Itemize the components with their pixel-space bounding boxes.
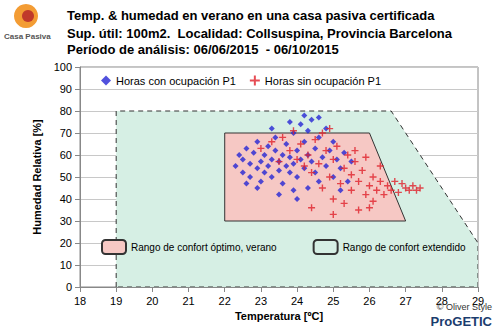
svg-text:70: 70 <box>60 127 72 139</box>
svg-text:Rango de confort extendido: Rango de confort extendido <box>343 242 466 253</box>
svg-text:80: 80 <box>60 105 72 117</box>
svg-text:22: 22 <box>219 295 231 307</box>
svg-text:0: 0 <box>66 281 72 293</box>
svg-text:10: 10 <box>60 259 72 271</box>
svg-text:28: 28 <box>436 295 448 307</box>
svg-text:24: 24 <box>291 295 303 307</box>
svg-text:20: 20 <box>60 237 72 249</box>
svg-text:Casa Pasiva: Casa Pasiva <box>4 32 51 41</box>
svg-text:29: 29 <box>472 295 484 307</box>
svg-text:Rango de confort óptimo, veran: Rango de confort óptimo, verano <box>131 242 277 253</box>
svg-text:Horas sin ocupación P1: Horas sin ocupación P1 <box>265 75 381 87</box>
svg-text:26: 26 <box>363 295 375 307</box>
svg-text:Horas con ocupación P1: Horas con ocupación P1 <box>116 75 236 87</box>
svg-text:30: 30 <box>60 215 72 227</box>
svg-text:25: 25 <box>327 295 339 307</box>
svg-text:27: 27 <box>400 295 412 307</box>
svg-text:ProGETIC: ProGETIC <box>431 314 493 329</box>
svg-text:20: 20 <box>146 295 158 307</box>
svg-text:40: 40 <box>60 193 72 205</box>
svg-text:60: 60 <box>60 149 72 161</box>
svg-text:Humedad Relativa [%]: Humedad Relativa [%] <box>31 119 43 235</box>
svg-text:Período de análisis: 06/06/201: Período de análisis: 06/06/2015 - 06/10/… <box>67 42 339 57</box>
svg-text:21: 21 <box>182 295 194 307</box>
svg-text:90: 90 <box>60 83 72 95</box>
svg-text:19: 19 <box>110 295 122 307</box>
svg-text:Temperatura [ºC]: Temperatura [ºC] <box>235 310 323 322</box>
svg-text:50: 50 <box>60 171 72 183</box>
svg-text:Temp. & humedad en verano en u: Temp. & humedad en verano en una casa pa… <box>67 8 435 23</box>
svg-text:© Oliver Style: © Oliver Style <box>436 301 492 312</box>
svg-text:Sup. útil: 100m2. Localidad:: Sup. útil: 100m2. Localidad: Collsuspina… <box>67 26 453 41</box>
svg-text:18: 18 <box>74 295 86 307</box>
svg-text:100: 100 <box>54 61 72 73</box>
svg-text:23: 23 <box>255 295 267 307</box>
